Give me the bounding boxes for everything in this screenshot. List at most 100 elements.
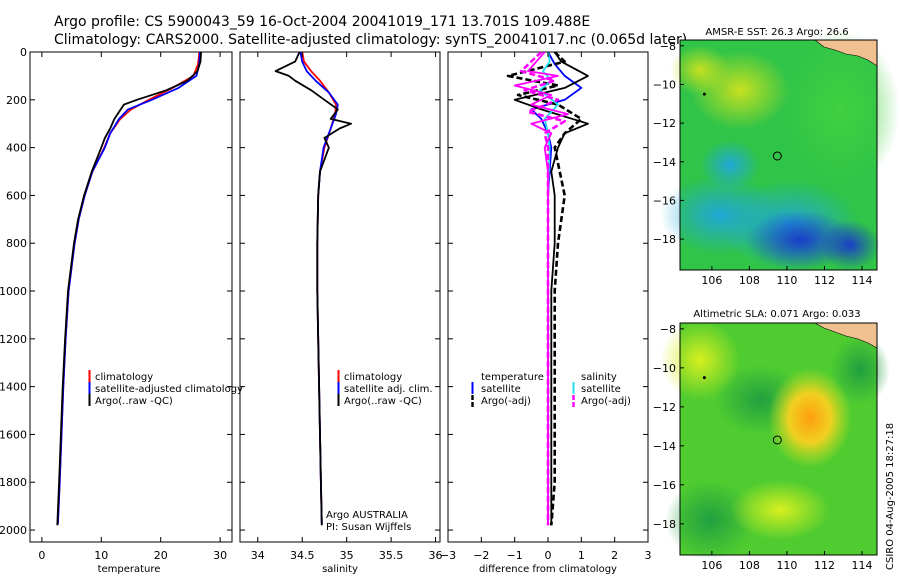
temperature-ytick-label: 200 — [6, 94, 27, 107]
sla-map-ytick-label: −16 — [653, 479, 676, 492]
difference-series-temperature-argo-adj-dashed — [506, 52, 583, 526]
sst-map — [660, 30, 900, 271]
temperature-ytick-label: 1600 — [0, 428, 27, 441]
difference-xtick-label: 2 — [611, 549, 618, 562]
pi-annotation: PI: Susan Wijffels — [326, 522, 411, 533]
temperature-ytick-label: 1400 — [0, 381, 27, 394]
sst-map-xtick-label: 108 — [739, 274, 760, 287]
legend-label-satellite: satellite adj. clim. — [344, 384, 433, 395]
sst-warm-patch — [780, 30, 900, 190]
sst-cold-patch-east — [820, 220, 880, 270]
salinity-xtick-label: 35.5 — [379, 549, 404, 562]
salinity-xtick-label: 35 — [340, 549, 354, 562]
sst-map-xtick-label: 106 — [701, 274, 722, 287]
temperature-axes — [29, 51, 233, 543]
difference-legend: temperature satellite Argo(-adj) salinit… — [471, 372, 631, 407]
sla-map-ytick-label: −14 — [653, 440, 676, 453]
temperature-ytick-label: 1800 — [0, 476, 27, 489]
header-line-1: Argo profile: CS 5900043_59 16-Oct-2004 … — [54, 14, 590, 30]
temperature-xtick-label: 30 — [213, 549, 227, 562]
legend-label-climatology: climatology — [95, 372, 153, 383]
temperature-xtick-label: 20 — [154, 549, 168, 562]
sla-low-patch-east — [830, 335, 890, 405]
profile-ticks-group: 0 10 20 30020040060080010001200140016001800… — [0, 46, 652, 562]
sla-map-title: Altimetric SLA: 0.071 Argo: 0.033 — [693, 309, 860, 320]
difference-xtick-label: −2 — [473, 549, 489, 562]
temperature-series-satellite-adjusted-climatology — [57, 52, 201, 525]
sst-map-ytick-label: −18 — [653, 233, 676, 246]
temperature-ytick-label: 800 — [6, 237, 27, 250]
difference-xtick-label: 3 — [645, 549, 652, 562]
salinity-series-climatology — [301, 52, 337, 525]
temperature-series-climatology — [57, 52, 201, 525]
temperature-series-group — [56, 52, 202, 526]
sla-map-frame — [679, 322, 878, 556]
map-ticks-group: 106 108 110 112 114 −8 −10 −12 −14 −16 −18 106 108 11… — [653, 40, 873, 572]
legend-label-salinity-satellite: satellite — [581, 384, 621, 395]
sla-map-xtick-label: 108 — [739, 559, 760, 572]
sst-map-title: AMSR-E SST: 26.3 Argo: 26.6 — [705, 27, 848, 38]
salinity-series-satellite-adj-clim — [299, 52, 339, 525]
temperature-xlabel: temperature — [98, 564, 161, 575]
sst-map-frame — [679, 39, 878, 271]
salinity-series-group — [274, 52, 353, 526]
sla-map-xtick-label: 110 — [776, 559, 797, 572]
legend-label-argo: Argo(..raw -QC) — [95, 396, 173, 407]
argo-program-annotation: Argo AUSTRALIA — [326, 510, 408, 521]
legend-label-salinity-argo: Argo(-adj) — [581, 396, 631, 407]
sla-map-xtick-label: 106 — [701, 559, 722, 572]
sst-warm-patch-west — [670, 45, 730, 95]
sst-map-ytick-label: −10 — [653, 78, 676, 91]
temperature-xtick-label: 10 — [94, 549, 108, 562]
salinity-xlabel: salinity — [322, 564, 358, 575]
difference-series-group — [506, 52, 589, 526]
temperature-legend: climatology satellite-adjusted climatolo… — [88, 370, 243, 407]
sst-map-xtick-label: 110 — [776, 274, 797, 287]
legend-label-argo: Argo(..raw -QC) — [344, 396, 422, 407]
legend-heading-salinity: salinity — [581, 372, 617, 383]
credit-text: CSIRO 04-Aug-2005 18:27:18 — [885, 423, 896, 570]
sla-map — [660, 320, 890, 560]
salinity-xtick-label: 34 — [251, 549, 265, 562]
difference-series-temperature-argo-adj — [513, 52, 589, 526]
difference-xtick-label: 0 — [545, 549, 552, 562]
salinity-xtick-label: 34.5 — [290, 549, 315, 562]
difference-xtick-label: −3 — [440, 549, 456, 562]
salinity-xtick-label: 36 — [429, 549, 443, 562]
sst-map-ytick-label: −16 — [653, 194, 676, 207]
temperature-ytick-label: 600 — [6, 189, 27, 202]
difference-xlabel: difference from climatology — [479, 564, 617, 575]
difference-series-temperature-satellite — [530, 52, 583, 525]
sst-cool-patch-mid — [700, 140, 760, 190]
legend-label-climatology: climatology — [344, 372, 402, 383]
sst-map-ytick-label: −8 — [660, 40, 676, 53]
sst-map-island-marker — [702, 92, 706, 96]
temperature-xtick-label: 0 — [38, 549, 45, 562]
sla-map-ytick-label: −8 — [660, 323, 676, 336]
sla-high-patch-south — [730, 480, 830, 540]
sst-map-ytick-label: −12 — [653, 117, 676, 130]
sst-map-xtick-label: 114 — [851, 274, 872, 287]
temperature-ytick-label: 2000 — [0, 524, 27, 537]
temperature-ytick-label: 1000 — [0, 285, 27, 298]
legend-heading-temperature: temperature — [481, 372, 544, 383]
temperature-series-argo-raw-qc — [56, 52, 202, 526]
difference-series-salinity-argo-adj-dashed — [519, 52, 567, 526]
sla-map-ytick-label: −12 — [653, 401, 676, 414]
header-line-2: Climatology: CARS2000. Satellite-adjuste… — [54, 32, 687, 48]
temperature-ytick-label: 0 — [20, 46, 27, 59]
difference-xtick-label: −1 — [507, 549, 523, 562]
sst-map-ytick-label: −14 — [653, 156, 676, 169]
legend-label-temperature-satellite: satellite — [481, 384, 521, 395]
salinity-axes — [239, 51, 441, 543]
sla-low-patch-southwest — [665, 480, 755, 560]
sla-map-island-marker — [702, 376, 706, 380]
legend-label-temperature-argo: Argo(-adj) — [481, 396, 531, 407]
sla-map-ytick-label: −18 — [653, 518, 676, 531]
legend-label-satellite: satellite-adjusted climatology — [95, 384, 243, 395]
salinity-legend: climatology satellite adj. clim. Argo(..… — [337, 370, 433, 407]
sla-map-xtick-label: 114 — [851, 559, 872, 572]
temperature-ytick-label: 1200 — [0, 333, 27, 346]
temperature-ytick-label: 400 — [6, 142, 27, 155]
